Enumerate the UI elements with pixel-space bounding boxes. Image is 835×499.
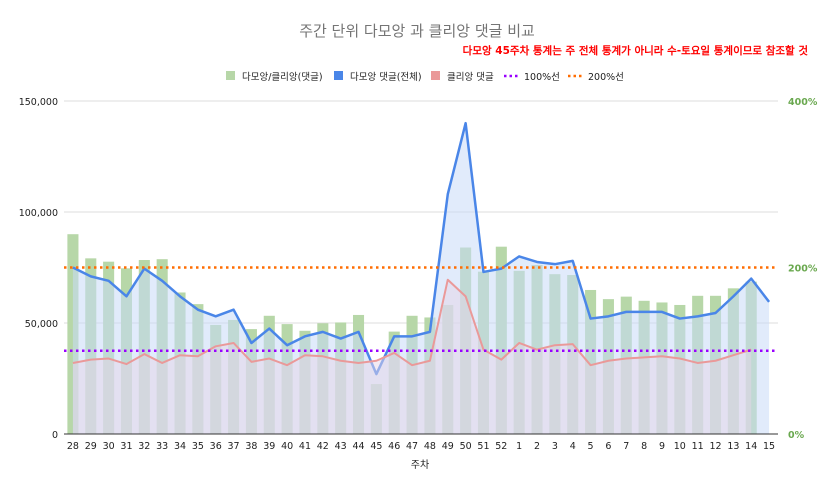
x-tick-label: 12 [709,441,721,452]
x-tick-label: 28 [67,441,79,452]
x-tick-label: 51 [477,441,489,452]
x-tick-label: 3 [552,441,558,452]
x-tick-label: 6 [605,441,611,452]
y-left-tick-label: 100,000 [19,208,58,219]
y-right-tick-label: 0% [788,430,805,441]
legend-swatch [226,71,235,80]
x-tick-label: 47 [406,441,418,452]
x-tick-label: 35 [192,441,204,452]
y-left-tick-label: 0 [52,430,58,441]
x-tick-label: 38 [245,441,257,452]
legend-label: 200%선 [588,72,624,83]
x-tick-label: 4 [570,441,576,452]
chart-title: 주간 단위 다모앙 과 클리앙 댓글 비교 [299,22,535,40]
y-left-tick-label: 150,000 [19,97,58,108]
x-tick-label: 9 [659,441,665,452]
x-tick-label: 32 [138,441,150,452]
legend-label: 다모앙 댓글(전체) [350,71,422,83]
x-tick-label: 37 [228,441,240,452]
x-tick-label: 2 [534,441,540,452]
x-tick-label: 10 [674,441,686,452]
x-tick-label: 52 [495,441,507,452]
x-tick-label: 30 [103,441,115,452]
x-tick-label: 42 [317,441,329,452]
y-right-tick-label: 400% [788,97,818,108]
x-tick-label: 34 [174,441,186,452]
area-series [73,123,769,434]
x-tick-label: 50 [460,441,472,452]
x-tick-label: 13 [727,441,739,452]
x-tick-label: 14 [745,441,757,452]
x-tick-label: 48 [424,441,436,452]
x-tick-label: 43 [335,441,347,452]
chart-annotation: 다모앙 45주차 통계는 주 전체 통계가 아니라 수-토요일 통계이므로 참조… [463,44,809,57]
x-tick-label: 11 [692,441,704,452]
x-tick-label: 33 [156,441,168,452]
x-tick-label: 40 [281,441,293,452]
x-tick-label: 29 [85,441,97,452]
y-right-tick-label: 200% [788,264,818,275]
legend-swatch [334,71,343,80]
legend-label: 클리앙 댓글 [447,71,494,83]
x-tick-label: 45 [370,441,382,452]
x-tick-label: 15 [763,441,775,452]
x-tick-label: 1 [516,441,522,452]
x-tick-label: 44 [352,441,364,452]
x-tick-label: 5 [588,441,594,452]
x-tick-label: 31 [120,441,132,452]
legend-label: 100%선 [524,72,560,83]
x-tick-label: 49 [442,441,454,452]
legend: 다모앙/클리앙(댓글) 다모앙 댓글(전체) 클리앙 댓글 100%선 200%선 [226,71,624,83]
x-axis-title: 주차 [411,459,429,471]
x-tick-label: 36 [210,441,222,452]
legend-label: 다모앙/클리앙(댓글) [242,71,323,83]
y-left-tick-label: 50,000 [25,319,58,330]
x-tick-label: 7 [623,441,629,452]
x-tick-label: 8 [641,441,647,452]
x-tick-label: 41 [299,441,311,452]
x-tick-label: 46 [388,441,400,452]
x-tick-label: 39 [263,441,275,452]
legend-swatch [431,71,440,80]
